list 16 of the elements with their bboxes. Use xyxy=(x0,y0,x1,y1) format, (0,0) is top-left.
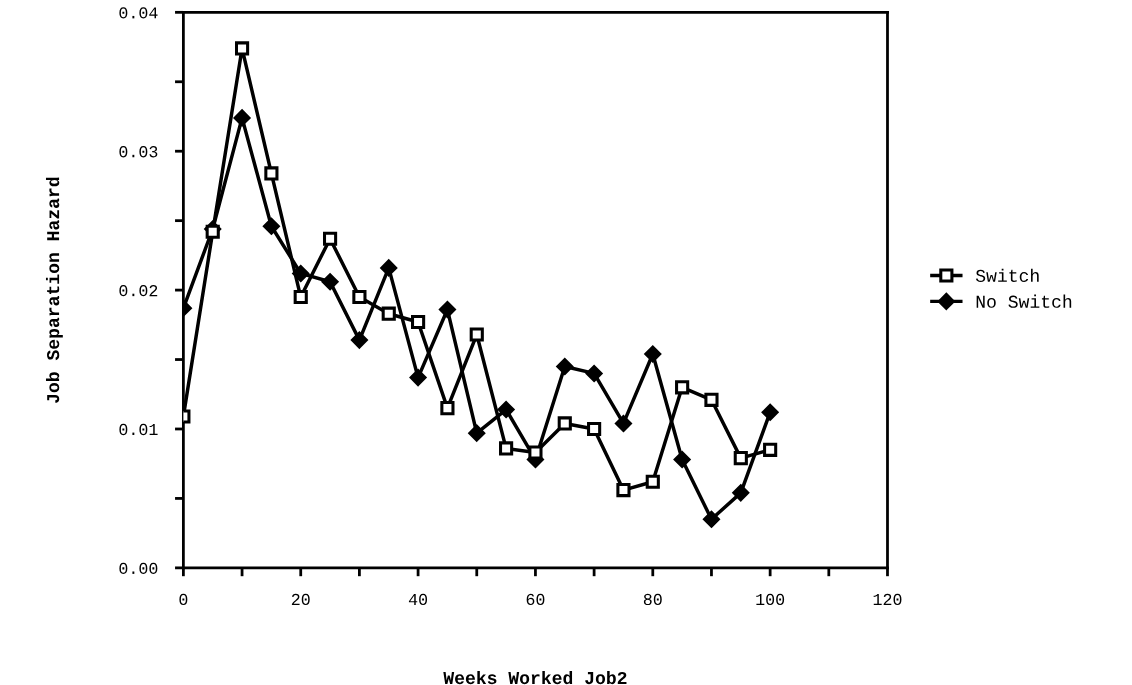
legend-label: Switch xyxy=(975,268,1039,283)
x-tick-label: 40 xyxy=(408,593,428,606)
y-tick-label: 0.02 xyxy=(119,284,158,297)
x-tick-label: 120 xyxy=(873,593,902,606)
y-tick-label: 0.04 xyxy=(119,7,158,19)
y-tick-label: 0.03 xyxy=(119,146,158,158)
x-tick-label: 20 xyxy=(291,593,310,606)
x-axis-title: Weeks Worked Job2 xyxy=(443,670,627,685)
legend-label: No Switch xyxy=(976,294,1072,308)
x-tick-label: 80 xyxy=(643,593,662,606)
x-tick-label: 60 xyxy=(526,593,545,606)
x-tick-label: 100 xyxy=(756,593,785,606)
y-tick-label: 0.00 xyxy=(119,562,158,575)
x-tick-label: 0 xyxy=(179,593,188,606)
y-tick-label: 0.01 xyxy=(119,423,158,436)
y-axis-title: Job Separation Hazard xyxy=(45,177,63,403)
